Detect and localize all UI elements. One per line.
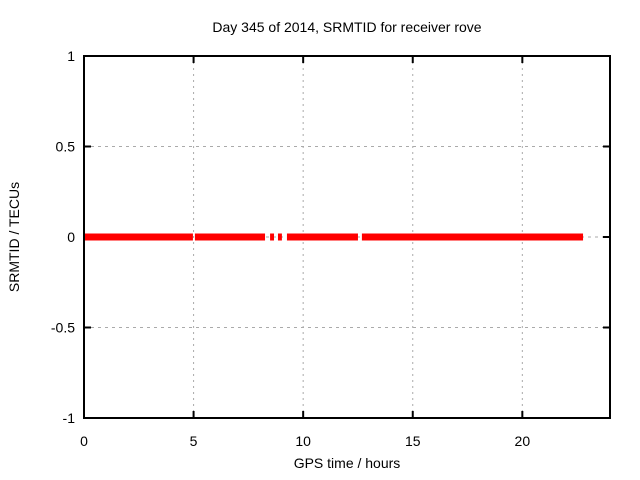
x-tick-label: 15 xyxy=(405,433,421,449)
x-tick-label: 10 xyxy=(295,433,311,449)
y-tick-label: 1 xyxy=(67,48,75,64)
x-axis-label: GPS time / hours xyxy=(293,455,401,471)
y-tick-label: -0.5 xyxy=(51,320,75,336)
x-tick-label: 0 xyxy=(80,433,88,449)
y-axis-label: SRMTID / TECUs xyxy=(6,181,22,293)
y-tick-label: 0 xyxy=(67,229,75,245)
x-tick-label: 20 xyxy=(515,433,531,449)
plot-border xyxy=(83,55,611,419)
y-tick-label: -1 xyxy=(63,410,76,426)
y-tick-label: 0.5 xyxy=(56,139,76,155)
chart-title: Day 345 of 2014, SRMTID for receiver rov… xyxy=(212,19,482,35)
x-tick-label: 5 xyxy=(190,433,198,449)
